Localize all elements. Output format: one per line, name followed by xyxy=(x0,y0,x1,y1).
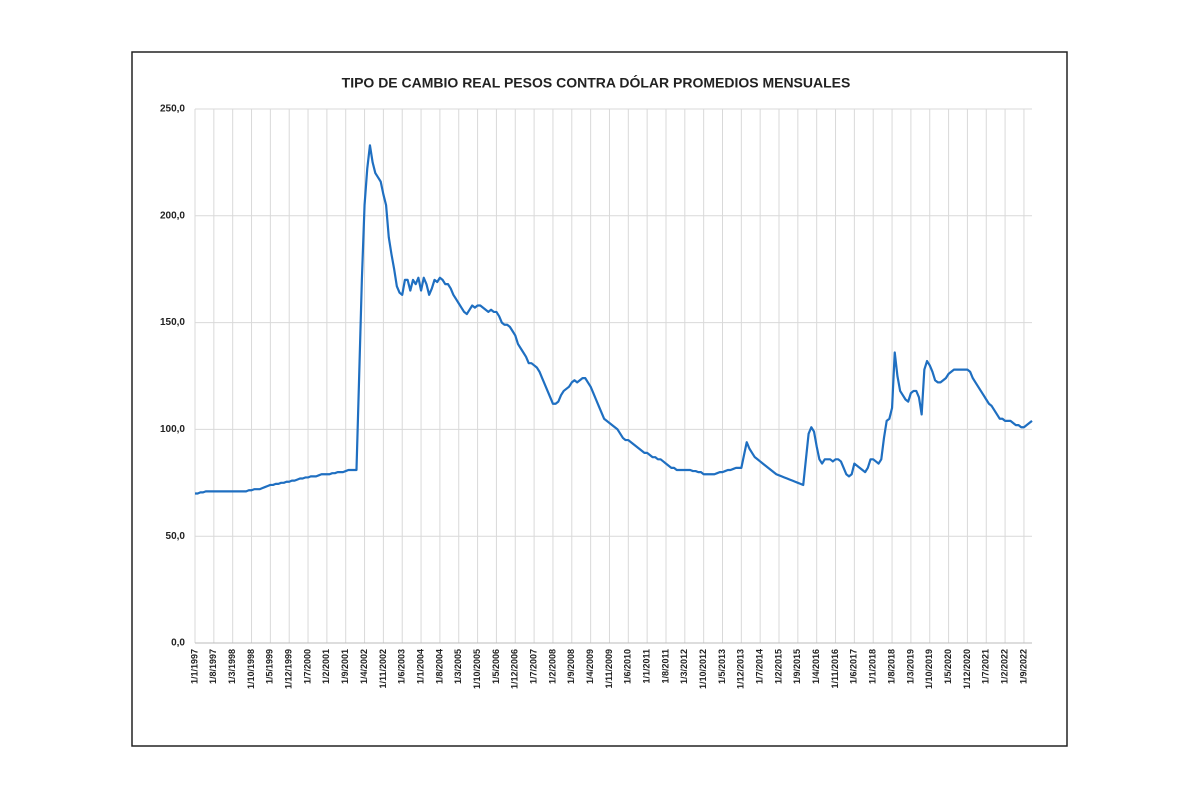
x-tick-label: 1/1/2004 xyxy=(415,649,425,684)
x-tick-label: 1/3/2012 xyxy=(679,649,689,684)
x-tick-label: 1/4/2016 xyxy=(811,649,821,684)
x-tick-label: 1/2/2022 xyxy=(999,649,1009,684)
x-tick-label: 1/8/2011 xyxy=(660,649,670,684)
x-tick-label: 1/9/2022 xyxy=(1018,649,1028,684)
y-tick-label: 50,0 xyxy=(166,531,186,542)
x-tick-label: 1/8/1997 xyxy=(208,649,218,684)
x-tick-label: 1/5/1999 xyxy=(265,649,275,684)
x-tick-label: 1/10/2019 xyxy=(924,649,934,689)
x-tick-label: 1/11/2002 xyxy=(378,649,388,689)
chart-frame xyxy=(131,51,1068,747)
x-tick-label: 1/6/2017 xyxy=(849,649,859,684)
x-tick-label: 1/3/1998 xyxy=(227,649,237,684)
x-tick-label: 1/10/1998 xyxy=(246,649,256,689)
x-tick-label: 1/9/2015 xyxy=(792,649,802,684)
x-tick-label: 1/8/2004 xyxy=(434,649,444,684)
x-tick-label: 1/3/2005 xyxy=(453,649,463,684)
x-tick-label: 1/2/2001 xyxy=(321,649,331,684)
x-tick-label: 1/6/2010 xyxy=(623,649,633,684)
x-tick-label: 1/12/2013 xyxy=(736,649,746,689)
x-tick-label: 1/10/2012 xyxy=(698,649,708,689)
x-tick-label: 1/5/2006 xyxy=(491,649,501,684)
x-tick-label: 1/7/2021 xyxy=(981,649,991,684)
x-tick-label: 1/11/2016 xyxy=(830,649,840,689)
x-tick-label: 1/12/2020 xyxy=(962,649,972,689)
x-tick-label: 1/12/2006 xyxy=(510,649,520,689)
x-tick-label: 1/5/2013 xyxy=(717,649,727,684)
x-tick-label: 1/7/2014 xyxy=(755,649,765,684)
y-tick-label: 0,0 xyxy=(171,638,185,649)
x-tick-label: 1/4/2002 xyxy=(359,649,369,684)
x-tick-label: 1/1/2011 xyxy=(642,649,652,684)
data-line xyxy=(195,144,1033,495)
x-tick-label: 1/7/2000 xyxy=(302,649,312,684)
x-tick-label: 1/4/2009 xyxy=(585,649,595,684)
x-tick-label: 1/2/2015 xyxy=(773,649,783,684)
x-tick-label: 1/9/2008 xyxy=(566,649,576,684)
x-tick-label: 1/1/1997 xyxy=(189,649,199,684)
y-tick-label: 200,0 xyxy=(160,210,185,221)
y-tick-label: 250,0 xyxy=(160,104,185,115)
x-tick-label: 1/10/2005 xyxy=(472,649,482,689)
y-tick-label: 100,0 xyxy=(160,424,185,435)
x-tick-label: 1/2/2008 xyxy=(547,649,557,684)
chart-title: TIPO DE CAMBIO REAL PESOS CONTRA DÓLAR P… xyxy=(342,74,851,91)
x-tick-label: 1/12/1999 xyxy=(284,649,294,689)
y-tick-label: 150,0 xyxy=(160,317,185,328)
x-tick-label: 1/8/2018 xyxy=(886,649,896,684)
x-tick-label: 1/5/2020 xyxy=(943,649,953,684)
x-tick-label: 1/1/2018 xyxy=(868,649,878,684)
x-tick-label: 1/11/2009 xyxy=(604,649,614,689)
x-tick-label: 1/3/2019 xyxy=(905,649,915,684)
x-tick-label: 1/6/2003 xyxy=(397,649,407,684)
x-tick-label: 1/7/2007 xyxy=(528,649,538,684)
x-tick-label: 1/9/2001 xyxy=(340,649,350,684)
